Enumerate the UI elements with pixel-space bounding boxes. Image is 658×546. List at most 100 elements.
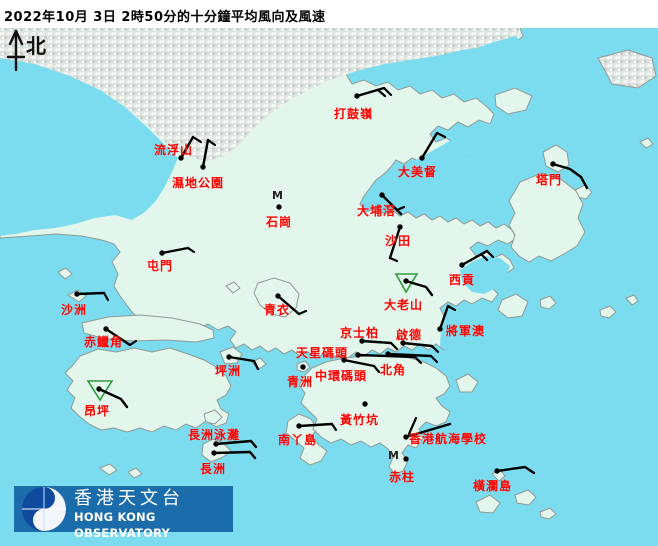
station-hk-sea-school-dot — [403, 434, 409, 440]
station-label-hk-sea-school: 香港航海學校 — [409, 432, 488, 446]
station-label-cheung-chau: 長洲 — [200, 462, 227, 476]
station-kai-tak-dot — [400, 340, 406, 346]
junk-bay — [440, 306, 463, 352]
station-label-tai-po-kau: 大埔滘 — [357, 204, 397, 218]
station-central-pier-wind-barb — [342, 358, 376, 368]
station-label-cheung-chau-beach: 長洲泳灘 — [188, 428, 241, 442]
station-label-waglan-island: 橫瀾島 — [473, 479, 513, 493]
station-waglan-island-dot — [494, 468, 500, 474]
station-label-lau-fau-shan: 流浮山 — [154, 143, 194, 157]
station-ta-kwu-ling-barb-feather-1 — [376, 88, 387, 98]
station-label-chek-lap-kok: 赤鱲角 — [84, 335, 124, 349]
station-kai-tak-wind-barb — [401, 341, 434, 348]
station-lamma-island-barb-feather-0 — [330, 422, 338, 432]
station-stanley-m-marker: M — [388, 449, 399, 462]
station-sai-kung-dot — [459, 262, 465, 268]
station-ngong-ping-hill-triangle — [86, 380, 114, 402]
station-wetland-park-dot — [200, 164, 206, 170]
station-label-tsing-yi: 青衣 — [264, 303, 291, 317]
title-bar: 2022年10月 3日 2時50分的十分鐘平均風向及風速 — [0, 0, 658, 28]
station-lamma-island-dot — [296, 423, 302, 429]
station-label-peng-chau: 坪洲 — [215, 364, 242, 378]
station-cheung-chau-wind-barb — [212, 450, 257, 460]
station-shek-kong-m-marker: M — [272, 189, 283, 202]
tolo-harbour — [368, 112, 532, 200]
station-label-tseung-kwan-o: 將軍澳 — [446, 324, 486, 338]
hko-logo-banner: 香港天文台 HONG KONG OBSERVATORY — [14, 486, 233, 540]
station-tsing-yi-barb-feather-0 — [297, 309, 308, 316]
station-label-tai-mei-tuk: 大美督 — [398, 165, 438, 179]
station-sai-kung-barb-feather-0 — [485, 249, 495, 259]
station-label-tap-mun: 塔門 — [536, 173, 563, 187]
station-wetland-park-wind-barb — [201, 138, 210, 169]
station-ngong-ping-dot — [96, 386, 102, 392]
urban-area-shenzhen — [0, 28, 520, 162]
station-tai-po-kau-barb-feather-0 — [395, 205, 406, 212]
station-ngong-ping-wind-barb — [97, 387, 129, 409]
deep-bay — [0, 58, 178, 236]
station-north-point-wind-barb — [386, 352, 433, 358]
station-north-point-dot — [385, 351, 391, 357]
hko-logo-icon — [22, 487, 66, 531]
station-chek-lap-kok-barb-feather-0 — [128, 339, 138, 347]
station-lau-fau-shan-barb-feather-0 — [191, 135, 203, 144]
hko-logo-texts: 香港天文台 HONG KONG OBSERVATORY — [74, 489, 233, 541]
station-cheung-chau-beach-dot — [213, 441, 219, 447]
station-sha-tin-barb-feather-0 — [388, 256, 399, 263]
station-sai-kung-wind-barb — [460, 249, 489, 267]
station-label-ta-kwu-ling: 打鼓嶺 — [334, 107, 374, 121]
station-peng-chau-dot — [226, 354, 232, 360]
station-kings-park-dot — [359, 338, 365, 344]
hko-name-english: HONG KONG OBSERVATORY — [74, 510, 171, 540]
station-north-point-barb-feather-0 — [429, 354, 439, 364]
station-hk-sea-school-wind-barb — [404, 422, 452, 439]
station-sha-chau-wind-barb — [75, 291, 106, 296]
station-kings-park-barb-feather-0 — [389, 341, 399, 351]
station-label-shek-kong: 石崗 — [266, 215, 293, 229]
station-peng-chau-wind-barb — [227, 355, 260, 371]
station-ta-kwu-ling-dot — [354, 93, 360, 99]
station-cheung-chau-beach-wind-barb — [214, 439, 258, 449]
station-cheung-chau-dot — [211, 450, 217, 456]
station-stanley-dot — [403, 456, 409, 462]
station-sai-kung-barb-feather-1 — [479, 252, 489, 262]
station-tai-mei-tuk-barb-feather-0 — [435, 131, 447, 139]
station-kings-park-wind-barb — [360, 339, 393, 345]
station-label-star-ferry: 天星碼頭 — [296, 346, 349, 360]
station-label-kai-tak: 啟德 — [396, 328, 423, 342]
station-tates-cairn-dot — [403, 278, 409, 284]
station-label-wetland-park: 濕地公園 — [172, 176, 225, 190]
station-label-stanley: 赤柱 — [389, 470, 416, 484]
station-label-ngong-ping: 昂坪 — [84, 404, 111, 418]
station-tuen-mun-wind-barb — [160, 246, 190, 255]
station-tuen-mun-dot — [159, 250, 165, 256]
station-central-pier-dot — [341, 357, 347, 363]
station-wetland-park-barb-feather-0 — [206, 138, 217, 147]
station-label-tuen-mun: 屯門 — [147, 259, 174, 273]
station-hk-sea-school-barb-feather-0 — [407, 416, 418, 436]
station-label-sai-kung: 西貢 — [449, 273, 476, 287]
station-label-tates-cairn: 大老山 — [384, 298, 424, 312]
station-waglan-island-wind-barb — [495, 465, 536, 475]
station-label-lamma-island: 南丫島 — [278, 433, 318, 447]
station-label-kings-park: 京士柏 — [340, 326, 380, 340]
station-tuen-mun-barb-feather-0 — [186, 246, 196, 254]
station-tap-mun-wind-barb — [551, 162, 589, 190]
starling-inlet — [446, 36, 522, 72]
station-tseung-kwan-o-wind-barb — [438, 304, 450, 331]
map-title: 2022年10月 3日 2時50分的十分鐘平均風向及風速 — [4, 10, 326, 25]
north-label: 北 — [26, 34, 46, 58]
station-star-ferry-dot — [355, 352, 361, 358]
station-sha-chau-barb-feather-0 — [102, 291, 110, 302]
station-tai-po-kau-dot — [379, 192, 385, 198]
station-label-sha-chau: 沙洲 — [61, 303, 88, 317]
station-label-central-pier: 中環碼頭 — [315, 369, 368, 383]
station-tseung-kwan-o-barb-feather-0 — [446, 304, 457, 312]
north-arrow-icon — [6, 29, 26, 72]
station-tsing-yi-wind-barb — [276, 294, 301, 316]
station-sha-tin-dot — [397, 224, 403, 230]
station-tseung-kwan-o-dot — [437, 326, 443, 332]
station-sha-chau-dot — [74, 291, 80, 297]
